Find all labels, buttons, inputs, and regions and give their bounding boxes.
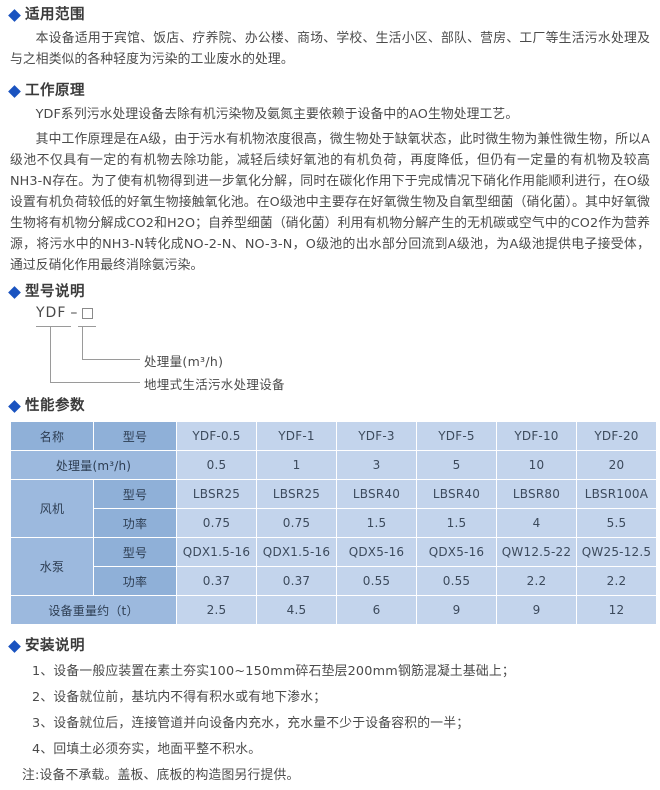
table-cell: QDX1.5-16	[177, 538, 256, 566]
row-label-flow: 处理量(m³/h)	[11, 451, 176, 479]
row-label-weight: 设备重量约（t）	[11, 596, 176, 624]
section-title-install: 安装说明	[25, 638, 85, 654]
table-row-header: 名称 型号 YDF-0.5 YDF-1 YDF-3 YDF-5 YDF-10 Y…	[11, 422, 656, 450]
table-cell: 5	[417, 451, 496, 479]
table-cell: 1.5	[337, 509, 416, 537]
performance-table: 名称 型号 YDF-0.5 YDF-1 YDF-3 YDF-5 YDF-10 Y…	[10, 421, 657, 625]
table-cell: 1.5	[417, 509, 496, 537]
list-item: 4、回填土必须夯实，地面平整不积水。	[32, 742, 262, 757]
table-cell: 3	[337, 451, 416, 479]
section-title-principle: 工作原理	[25, 83, 85, 99]
table-row: 功率 0.75 0.75 1.5 1.5 4 5.5	[11, 509, 656, 537]
table-header-cell: YDF-20	[577, 422, 656, 450]
section-heading-model: 型号说明	[8, 283, 650, 301]
section-title-performance: 性能参数	[25, 398, 85, 414]
table-cell: 0.75	[257, 509, 336, 537]
model-code-dash: –	[70, 305, 79, 321]
model-code-text: YDF –	[36, 305, 94, 321]
table-header-cell: YDF-0.5	[177, 422, 256, 450]
table-row: 水泵 型号 QDX1.5-16 QDX1.5-16 QDX5-16 QDX5-1…	[11, 538, 656, 595]
table-cell: 0.55	[417, 567, 496, 595]
table-cell: QDX5-16	[417, 538, 496, 566]
row-group-blower: 风机	[11, 480, 93, 537]
model-code-prefix: YDF	[36, 305, 67, 321]
table-cell: 0.5	[177, 451, 256, 479]
diamond-bullet-icon	[8, 399, 21, 413]
table-header-cell: 名称	[11, 422, 93, 450]
install-instruction-list: 1、设备一般应装置在素土夯实100~150mm碎石垫层200mm钢筋混凝土基础上…	[10, 659, 650, 763]
table-header-cell: YDF-3	[337, 422, 416, 450]
table-cell: 20	[577, 451, 656, 479]
table-header-cell: 型号	[94, 422, 176, 450]
table-cell: 0.37	[177, 567, 256, 595]
underline-prefix	[36, 326, 71, 327]
row-label-power: 功率	[94, 509, 176, 537]
table-cell: LBSR25	[257, 480, 336, 508]
diamond-bullet-icon	[8, 285, 21, 299]
diamond-bullet-icon	[8, 84, 21, 98]
list-item: 2、设备就位前，基坑内不得有积水或有地下渗水；	[32, 690, 327, 705]
table-header-cell: YDF-1	[257, 422, 336, 450]
leader-horizontal-flow	[82, 359, 140, 360]
table-cell: QW25-12.5	[577, 538, 656, 566]
section-title-model: 型号说明	[25, 284, 85, 300]
table-cell: 0.55	[337, 567, 416, 595]
row-label-model: 型号	[94, 538, 176, 566]
leader-vertical-equipment	[50, 326, 51, 382]
table-cell: 1	[257, 451, 336, 479]
section-heading-install: 安装说明	[8, 637, 650, 655]
table-cell: 2.2	[497, 567, 576, 595]
list-item: 1、设备一般应装置在素土夯实100~150mm碎石垫层200mm钢筋混凝土基础上…	[32, 664, 515, 679]
section-heading-performance: 性能参数	[8, 397, 650, 415]
table-cell: LBSR100A	[577, 480, 656, 508]
install-note: 注:设备不承载。盖板、底板的构造图另行提供。	[22, 768, 300, 783]
paragraph-principle-2: 其中工作原理是在A级，由于污水有机物浓度很高，微生物处于缺氧状态，此时微生物为兼…	[10, 132, 650, 273]
diamond-bullet-icon	[8, 639, 21, 653]
leader-horizontal-equipment	[50, 382, 140, 383]
table-row: 风机 型号 LBSR25 LBSR25 LBSR40 LBSR40 LBSR80…	[11, 480, 656, 537]
table-cell: 0.37	[257, 567, 336, 595]
table-header-cell: YDF-10	[497, 422, 576, 450]
table-cell: 2.5	[177, 596, 256, 624]
table-cell: 12	[577, 596, 656, 624]
table-cell: LBSR40	[417, 480, 496, 508]
table-cell: QDX1.5-16	[257, 538, 336, 566]
underline-box	[78, 326, 96, 327]
paragraph-principle-1: YDF系列污水处理设备去除有机污染物及氨氮主要依赖于设备中的AO生物处理工艺。	[35, 107, 519, 122]
label-flow-rate: 处理量(m³/h)	[144, 354, 224, 369]
table-cell: 10	[497, 451, 576, 479]
table-cell: LBSR40	[337, 480, 416, 508]
model-code-placeholder-box	[82, 307, 94, 319]
table-cell: 6	[337, 596, 416, 624]
label-equipment-type: 地埋式生活污水处理设备	[144, 377, 285, 392]
row-label-power: 功率	[94, 567, 176, 595]
table-cell: 0.75	[177, 509, 256, 537]
table-header-cell: YDF-5	[417, 422, 496, 450]
table-cell: QW12.5-22	[497, 538, 576, 566]
table-cell: 2.2	[577, 567, 656, 595]
table-row: 处理量(m³/h) 0.5 1 3 5 10 20	[11, 451, 656, 479]
row-label-model: 型号	[94, 480, 176, 508]
paragraph-scope-1: 本设备适用于宾馆、饭店、疗养院、办公楼、商场、学校、生活小区、部队、营房、工厂等…	[10, 31, 650, 67]
table-cell: LBSR80	[497, 480, 576, 508]
table-cell: 9	[417, 596, 496, 624]
section-title-scope: 适用范围	[25, 7, 85, 23]
table-cell: 4	[497, 509, 576, 537]
section-heading-scope: 适用范围	[8, 6, 650, 24]
table-cell: 4.5	[257, 596, 336, 624]
table-cell: QDX5-16	[337, 538, 416, 566]
table-row: 设备重量约（t） 2.5 4.5 6 9 9 12	[11, 596, 656, 624]
list-item: 3、设备就位后，连接管道并向设备内充水，充水量不少于设备容积的一半；	[32, 716, 470, 731]
model-code-diagram: YDF – 处理量(m³/h) 地埋式生活污水处理设备	[10, 305, 650, 397]
diamond-bullet-icon	[8, 8, 21, 22]
table-cell: 9	[497, 596, 576, 624]
leader-vertical-flow	[82, 326, 83, 359]
row-group-pump: 水泵	[11, 538, 93, 595]
table-row: 功率 0.37 0.37 0.55 0.55 2.2 2.2	[11, 567, 656, 595]
section-heading-principle: 工作原理	[8, 82, 650, 100]
table-cell: 5.5	[577, 509, 656, 537]
table-cell: LBSR25	[177, 480, 256, 508]
